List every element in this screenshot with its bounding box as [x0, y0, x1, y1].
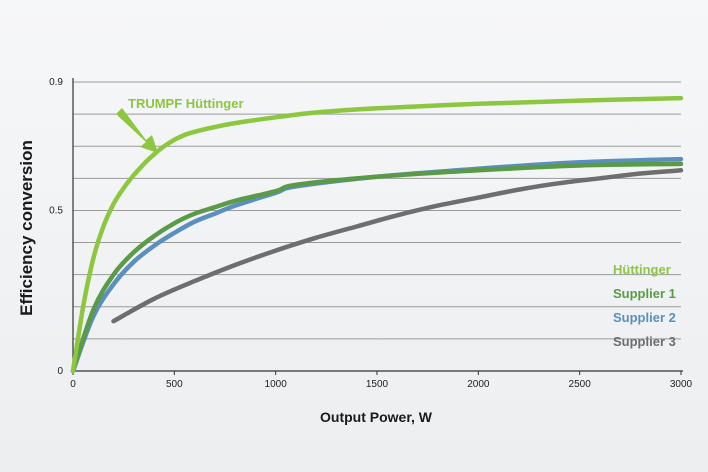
grid-lines	[73, 81, 681, 340]
x-axis-title: Output Power, W	[320, 409, 433, 425]
x-tick-label: 1000	[265, 379, 288, 390]
series-lines	[70, 95, 684, 374]
legend-item: Supplier 1	[613, 286, 676, 301]
x-tick-label: 2500	[569, 379, 592, 390]
axes	[72, 78, 683, 372]
x-tick-label: 500	[166, 379, 183, 390]
y-tick-labels: 0 0.5 0.9	[49, 77, 63, 377]
y-axis-title: Efficiency conversion	[17, 140, 36, 316]
series-line-supplier-1	[70, 161, 684, 374]
legend: Hüttinger Supplier 1 Supplier 2 Supplier 3	[613, 262, 676, 349]
x-tick-label: 2000	[467, 379, 490, 390]
y-tick-label: 0.5	[49, 205, 63, 216]
x-tick-label: 3000	[670, 379, 693, 390]
annotation-label: TRUMPF Hüttinger	[128, 96, 244, 111]
legend-item: Supplier 2	[613, 310, 676, 325]
x-tick-label: 0	[70, 379, 76, 390]
legend-item: Supplier 3	[613, 334, 676, 349]
annotation: TRUMPF Hüttinger	[116, 96, 244, 153]
y-tick-label: 0	[57, 366, 63, 377]
series-line-supplier-3	[111, 168, 684, 324]
y-tick-label: 0.9	[49, 77, 63, 88]
x-tick-label: 1500	[366, 379, 389, 390]
x-tick-labels: 0 500 1000 1500 2000 2500 3000	[70, 371, 693, 390]
legend-item: Hüttinger	[613, 262, 671, 277]
series-line-h-ttinger	[70, 95, 684, 374]
annotation-arrow	[116, 108, 158, 153]
